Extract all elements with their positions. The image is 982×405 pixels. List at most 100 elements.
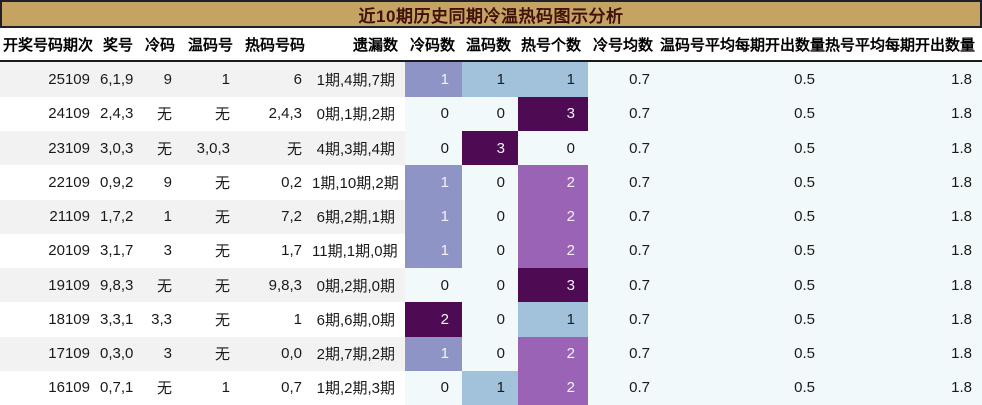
cell-warm-avg: 0.5 [660,302,825,337]
cell-hot-code: 无 [240,131,312,166]
cell-hot-avg: 1.8 [825,165,982,200]
cell-warm-avg: 0.5 [660,61,825,97]
cell-prize-numbers: 2,4,3 [100,96,140,132]
cell-hot-code: 1,7 [240,233,312,269]
cell-prize-numbers: 0,9,2 [100,165,140,200]
table-row: 22109 0,9,2 9 无 0,2 1期,10期,2期 1 0 2 0.7 0.5 1.8 [0,165,982,200]
cell-hot-code: 0,7 [240,370,312,405]
cell-cold-code: 3 [140,336,182,371]
cell-warm-avg: 0.5 [660,165,825,200]
table-row: 20109 3,1,7 3 无 1,7 11期,1期,0期 1 0 2 0.7 0.5 1.8 [0,233,982,269]
cell-miss-count: 6期,6期,0期 [312,302,405,337]
cell-miss-count: 0期,1期,2期 [312,96,405,132]
col-header-warm-avg: 温码号平均每期开出数量 [660,28,825,62]
cell-hot-avg: 1.8 [825,268,982,303]
cell-hot-code: 2,4,3 [240,96,312,132]
cell-prize-numbers: 0,3,0 [100,336,140,371]
cell-cold-count: 1 [405,336,462,371]
cell-cold-count: 0 [405,131,462,166]
cell-miss-count: 0期,2期,0期 [312,268,405,303]
cell-miss-count: 6期,2期,1期 [312,199,405,234]
cell-warm-code: 无 [182,302,240,337]
cell-prize-numbers: 3,3,1 [100,302,140,337]
cell-warm-code: 1 [182,370,240,405]
cell-cold-avg: 0.7 [588,233,660,269]
cell-warm-code: 无 [182,233,240,269]
col-header-cold-count: 冷码数 [405,28,462,62]
cell-cold-count: 0 [405,96,462,132]
cell-cold-code: 1 [140,199,182,234]
cell-warm-code: 1 [182,61,240,97]
cell-warm-code: 无 [182,96,240,132]
cell-miss-count: 1期,2期,3期 [312,370,405,405]
table-row: 16109 0,7,1 无 1 0,7 1期,2期,3期 0 1 2 0.7 0.5 1.8 [0,370,982,405]
cell-warm-avg: 0.5 [660,336,825,371]
cell-cold-code: 无 [140,131,182,166]
cell-cold-count: 0 [405,370,462,405]
cell-hot-code: 7,2 [240,199,312,234]
cell-hot-code: 0,0 [240,336,312,371]
cell-warm-avg: 0.5 [660,199,825,234]
col-header-cold-code: 冷码 [140,28,182,62]
page-title: 近10期历史同期冷温热码图示分析 [358,6,624,26]
cell-hot-count: 2 [518,336,588,371]
cell-cold-code: 3,3 [140,302,182,337]
cell-warm-code: 无 [182,165,240,200]
header-row: 开奖号码期次 奖号 冷码 温码号 热码号码 遗漏数 冷码数 温码数 热号个数 冷号均数 温码号平均每… [0,28,982,62]
cell-cold-avg: 0.7 [588,61,660,97]
col-header-warm-count: 温码数 [462,28,518,62]
cell-period: 21109 [0,199,100,234]
cell-period: 25109 [0,61,100,97]
cell-hot-avg: 1.8 [825,233,982,269]
cell-cold-count: 1 [405,233,462,269]
cell-hot-count: 3 [518,268,588,303]
cell-warm-code: 无 [182,336,240,371]
cell-cold-count: 1 [405,165,462,200]
col-header-hot-count: 热号个数 [518,28,588,62]
cell-cold-avg: 0.7 [588,165,660,200]
cell-hot-count: 2 [518,199,588,234]
cell-period: 18109 [0,302,100,337]
cell-warm-code: 无 [182,268,240,303]
col-header-period: 开奖号码期次 [0,28,100,62]
cell-warm-count: 1 [462,370,518,405]
cell-warm-avg: 0.5 [660,268,825,303]
col-header-hot-avg: 热号平均每期开出数量 [825,28,982,62]
cell-miss-count: 2期,7期,2期 [312,336,405,371]
cell-hot-avg: 1.8 [825,370,982,405]
cell-warm-count: 1 [462,61,518,97]
cell-hot-count: 2 [518,165,588,200]
cell-cold-avg: 0.7 [588,370,660,405]
cell-cold-code: 9 [140,165,182,200]
cell-warm-count: 3 [462,131,518,166]
cell-hot-code: 0,2 [240,165,312,200]
cell-warm-count: 0 [462,302,518,337]
cell-warm-count: 0 [462,268,518,303]
table-body: 25109 6,1,9 9 1 6 1期,4期,7期 1 1 1 0.7 0.5 1.8 24109 2,… [0,61,982,405]
cell-warm-count: 0 [462,165,518,200]
cell-cold-avg: 0.7 [588,336,660,371]
cell-period: 20109 [0,233,100,269]
cell-cold-code: 无 [140,370,182,405]
cell-hot-count: 3 [518,96,588,132]
cell-period: 16109 [0,370,100,405]
cell-cold-code: 无 [140,268,182,303]
cell-warm-avg: 0.5 [660,131,825,166]
cell-cold-code: 3 [140,233,182,269]
col-header-hot-code: 热码号码 [240,28,312,62]
cell-warm-avg: 0.5 [660,96,825,132]
cell-hot-avg: 1.8 [825,96,982,132]
table-row: 18109 3,3,1 3,3 无 1 6期,6期,0期 2 0 1 0.7 0.5 1.8 [0,302,982,337]
cell-cold-avg: 0.7 [588,96,660,132]
cell-prize-numbers: 6,1,9 [100,61,140,97]
cell-hot-count: 1 [518,61,588,97]
cell-hot-code: 1 [240,302,312,337]
table-row: 24109 2,4,3 无无 2,4,3 0期,1期,2期 0 0 3 0.7 0.5 1.8 [0,96,982,132]
cell-hot-code: 9,8,3 [240,268,312,303]
table-row: 21109 1,7,2 1 无 7,2 6期,2期,1期 1 0 2 0.7 0.5 1.8 [0,199,982,234]
table-row: 19109 9,8,3 无无 9,8,3 0期,2期,0期 0 0 3 0.7 0.5 1.8 [0,268,982,303]
cell-cold-count: 1 [405,199,462,234]
cell-hot-avg: 1.8 [825,131,982,166]
cell-prize-numbers: 0,7,1 [100,370,140,405]
cell-cold-count: 2 [405,302,462,337]
